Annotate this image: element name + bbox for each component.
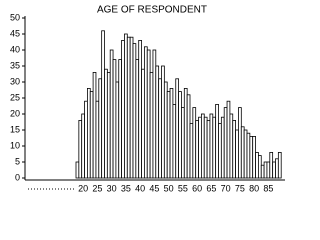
x-tick-label: 60 [192,183,202,193]
bar [246,132,251,179]
y-tick-label: 20 [10,108,20,118]
y-tick-label: 25 [10,92,20,102]
x-tick-label: 75 [235,183,245,193]
bar [98,78,103,179]
bar [215,104,219,179]
bar [240,126,245,179]
bar [78,120,83,179]
y-tick-label: 50 [10,12,20,22]
bar [75,161,80,179]
x-tick-label: 30 [107,183,117,193]
bar [223,107,228,179]
bar [238,107,242,179]
bar [109,49,114,179]
y-tick-label: 10 [10,140,20,150]
bar [229,113,234,179]
y-tick-label: 40 [10,44,20,54]
bar [81,113,85,179]
bar [163,81,168,179]
bar [255,151,259,179]
bar [275,158,279,179]
bar [235,129,239,179]
x-tick-label: 50 [164,183,174,193]
y-tick-label: 5 [15,156,20,166]
bar [106,72,111,179]
bar [146,49,151,179]
bar [143,46,148,179]
bar [169,88,174,179]
bar [220,116,225,179]
bar [112,59,117,179]
bar [178,91,182,179]
x-tick-label: 40 [135,183,145,193]
bar [121,40,125,179]
bar [92,72,97,179]
x-tick-label: 80 [249,183,259,193]
bar [249,135,254,179]
bar [212,116,217,179]
bar [200,113,205,179]
bar [158,78,162,179]
y-tick-label: 0 [15,172,20,182]
bar [186,94,191,179]
bar [272,161,276,179]
bar [243,129,248,179]
bar [104,68,108,179]
y-tick-label: 35 [10,60,20,70]
bar [266,161,271,179]
bar [257,155,262,179]
bar [189,123,194,179]
bar [149,72,154,179]
x-tick-label: 35 [121,183,131,193]
x-tick-label: 55 [178,183,188,193]
x-tick-label: 20 [78,183,88,193]
y-tick-label: 45 [10,28,20,38]
bar [84,100,88,179]
bar [126,36,131,179]
bar [206,120,211,179]
bar [183,88,188,179]
bar [172,104,177,179]
bar [252,135,256,179]
bar [155,65,160,179]
bar [263,161,268,179]
chart: AGE OF RESPONDENT 0 5 10 15 20 25 30 35 40 45 50 20… [10,5,285,193]
bar [218,123,222,179]
bar [198,116,202,179]
bar [203,116,208,179]
bar [129,36,134,179]
bar [115,81,120,179]
bar [118,59,122,179]
bar [89,91,94,179]
bar [195,120,199,179]
bar [232,120,236,179]
x-tick-label: 85 [263,183,273,193]
bar [135,59,140,179]
bar [192,107,197,179]
bar [269,151,274,179]
bar [138,40,142,179]
bar [277,151,282,179]
x-tick-label: 65 [206,183,216,193]
bar [152,49,157,179]
bar [101,30,105,179]
bar [132,43,137,179]
chart-title: AGE OF RESPONDENT [97,5,207,16]
bar [161,65,165,179]
bar [166,91,171,179]
y-tick-label: 30 [10,76,20,86]
bar [260,164,265,179]
x-tick-label: 70 [221,183,231,193]
y-tick-label: 15 [10,124,20,134]
bar [141,68,145,179]
bar [95,100,100,179]
bar [209,113,214,179]
bar [124,33,128,179]
x-tick-label: 45 [149,183,159,193]
bar [175,78,179,179]
x-tick-label: 25 [92,183,102,193]
bar [226,100,231,179]
bar [181,107,185,179]
bar [87,88,91,179]
